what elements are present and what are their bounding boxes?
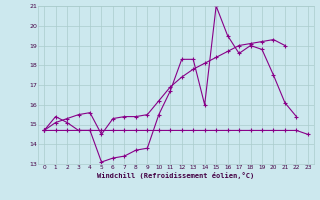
X-axis label: Windchill (Refroidissement éolien,°C): Windchill (Refroidissement éolien,°C) <box>97 172 255 179</box>
